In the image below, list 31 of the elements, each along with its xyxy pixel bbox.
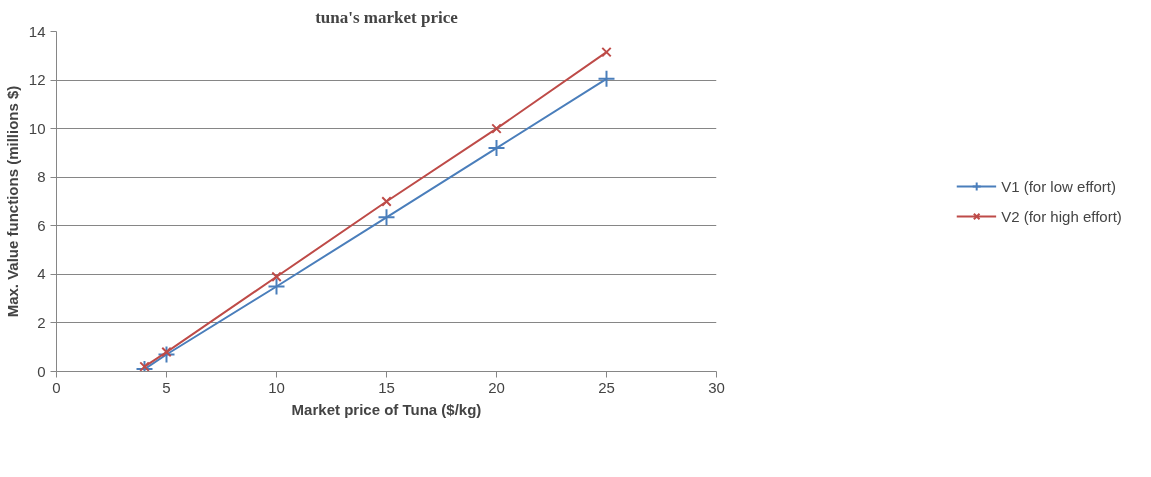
x-tick-label: 5 xyxy=(162,378,171,396)
point xyxy=(157,345,176,364)
y-tick-label: 14 xyxy=(28,22,46,40)
chart-title: tuna's market price xyxy=(315,7,459,27)
point xyxy=(377,208,396,227)
x-axis-title: Market price of Tuna ($/kg) xyxy=(291,400,482,418)
point xyxy=(271,271,282,283)
point xyxy=(601,46,612,58)
point xyxy=(597,69,616,88)
y-tick-label: 10 xyxy=(28,119,46,137)
y-axis-title: Max. Value functions (millions $) xyxy=(3,85,21,318)
y-tick-label: 2 xyxy=(37,313,46,331)
point xyxy=(491,123,502,134)
point xyxy=(161,346,172,358)
point xyxy=(267,277,286,296)
x-tick-label: 30 xyxy=(708,378,725,396)
legend-label: V2 (for high effort) xyxy=(1001,207,1122,225)
y-tick-label: 0 xyxy=(37,362,46,380)
x-tick-label: 10 xyxy=(268,378,285,396)
y-tick-label: 12 xyxy=(28,71,46,89)
point xyxy=(139,361,150,372)
y-tick-label: 8 xyxy=(37,168,46,186)
x-tick-label: 20 xyxy=(488,378,505,396)
x-tick-label: 25 xyxy=(598,378,615,396)
point xyxy=(487,139,506,158)
x-tick-label: 15 xyxy=(378,378,395,396)
y-tick-label: 6 xyxy=(37,216,46,234)
x-tick-label: 0 xyxy=(52,378,61,396)
point xyxy=(381,196,392,207)
legend-label: V1 (for low effort) xyxy=(1001,177,1116,195)
y-tick-label: 4 xyxy=(37,265,46,283)
